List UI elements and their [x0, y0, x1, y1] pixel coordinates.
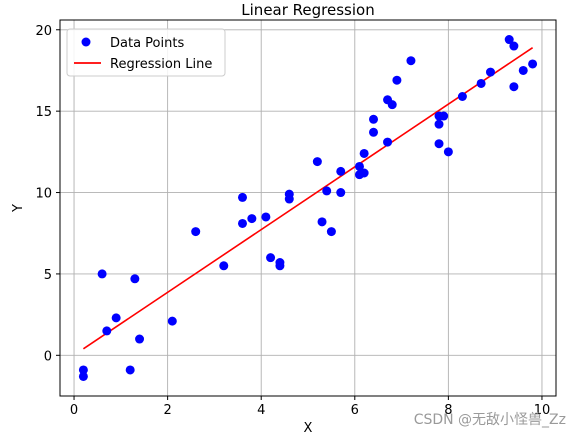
y-axis-ticks: 0 5 10 15 20	[35, 24, 60, 364]
data-point	[359, 148, 369, 158]
data-point	[518, 65, 528, 75]
plot-area: 0 2 4 6 8 10 0 5 10 15 20	[35, 19, 557, 418]
watermark: CSDN @无敌小怪兽_Zz	[414, 412, 566, 428]
legend-points-marker	[81, 37, 91, 47]
y-tick-label: 15	[35, 105, 52, 120]
data-point	[78, 365, 88, 375]
data-point	[167, 316, 177, 326]
data-point	[317, 217, 327, 227]
data-point	[383, 137, 393, 147]
data-point	[359, 168, 369, 178]
data-point	[191, 227, 201, 237]
y-tick-label: 5	[44, 268, 52, 283]
legend-points-label: Data Points	[110, 36, 184, 51]
x-tick-label: 10	[534, 403, 551, 418]
data-point	[406, 56, 416, 66]
data-point	[237, 218, 247, 228]
data-point	[322, 186, 332, 196]
plot-frame	[59, 19, 557, 397]
x-axis-ticks: 0 2 4 6 8 10	[70, 396, 550, 418]
data-point	[392, 75, 402, 85]
data-point	[439, 111, 449, 121]
data-point	[434, 119, 444, 129]
data-point	[312, 157, 322, 167]
y-tick-label: 0	[44, 349, 52, 364]
data-point	[97, 269, 107, 279]
data-point	[266, 253, 276, 263]
data-point	[336, 166, 346, 176]
data-point	[130, 274, 140, 284]
regression-line	[82, 47, 534, 350]
x-tick-label: 2	[163, 403, 171, 418]
data-point	[336, 188, 346, 198]
data-point	[247, 214, 257, 224]
data-point	[457, 92, 467, 102]
data-point	[135, 334, 145, 344]
data-points	[78, 35, 538, 381]
chart-title: Linear Regression	[241, 1, 374, 19]
x-tick-label: 4	[257, 403, 265, 418]
legend: Data Points Regression Line	[66, 28, 226, 77]
data-point	[369, 114, 379, 124]
legend-box	[66, 28, 226, 77]
data-point	[443, 147, 453, 157]
data-point	[219, 261, 229, 271]
data-point	[528, 59, 538, 69]
data-point	[125, 365, 135, 375]
data-point	[237, 192, 247, 202]
y-axis-label: Y	[11, 204, 26, 213]
x-tick-label: 0	[70, 403, 78, 418]
data-point	[504, 35, 514, 45]
data-point	[275, 258, 285, 268]
data-point	[326, 227, 336, 237]
data-point	[102, 326, 112, 336]
y-tick-label: 20	[35, 24, 52, 39]
data-point	[485, 67, 495, 77]
data-point	[476, 78, 486, 88]
data-point	[387, 100, 397, 110]
data-point	[509, 41, 519, 51]
data-point	[509, 82, 519, 92]
data-point	[78, 371, 88, 381]
data-point	[111, 313, 121, 323]
x-tick-label: 6	[351, 403, 359, 418]
data-point	[434, 139, 444, 149]
legend-line-label: Regression Line	[110, 57, 212, 72]
grid-lines	[60, 20, 556, 396]
data-point	[354, 161, 364, 171]
y-tick-label: 10	[35, 187, 52, 202]
x-axis-label: X	[304, 421, 313, 436]
data-point	[261, 212, 271, 222]
x-tick-label: 8	[444, 403, 452, 418]
data-point	[369, 127, 379, 137]
data-point	[284, 194, 294, 204]
